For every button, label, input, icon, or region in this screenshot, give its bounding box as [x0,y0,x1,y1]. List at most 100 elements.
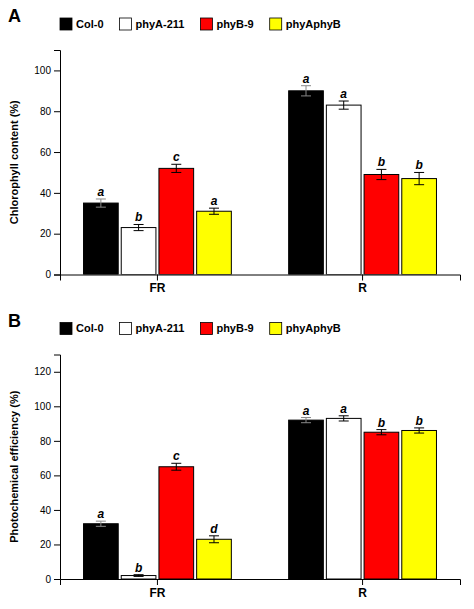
y-tick-mark [54,406,60,407]
significance-letter: a [340,402,347,416]
legend-swatch [200,323,212,335]
error-bar [339,101,349,109]
y-tick-label: 0 [45,269,51,280]
y-tick-mark [54,152,60,153]
x-tick-label: R [358,586,367,600]
y-tick: 0 [45,574,60,585]
significance-letter: c [173,150,180,164]
legend-label: phyB-9 [216,18,253,30]
error-bar [209,208,219,214]
plot-area: aabacbab020406080100FRRChlorophyll conte… [8,51,461,296]
error-bar [414,172,424,184]
y-axis-line [54,355,61,580]
error-bar [301,418,311,423]
marks [84,86,437,275]
y-tick-mark [54,475,60,476]
significance-letter: b [378,416,385,430]
bar [402,179,437,275]
x-tick-label: FR [149,281,165,295]
error-bar [96,521,106,526]
y-tick: 100 [34,401,60,412]
y-tick-mark [54,275,60,276]
legend-item: phyA-211 [120,18,185,30]
x-tick: R [358,579,367,600]
x-tick-mark [362,579,363,585]
legend-swatch [200,18,212,30]
y-tick: 120 [34,366,60,377]
chart: aabacbab020406080100FRRChlorophyll conte… [0,0,474,609]
legend-swatch [120,18,132,30]
error-bar [209,536,219,543]
y-tick-label: 100 [34,65,51,76]
panel: aabacbdb020406080100120FRRPhotochemical … [8,311,461,600]
y-tick-mark [54,372,60,373]
error-bar [171,463,181,470]
significance-letter: b [415,158,422,172]
legend-item: Col-0 [60,18,104,30]
legend-swatch [270,323,282,335]
legend-swatch [60,323,72,335]
y-tick: 60 [40,147,60,158]
y-axis: 020406080100120 [34,355,60,585]
x-tick-mark [157,275,158,281]
y-tick: 40 [40,188,60,199]
y-tick-mark [54,111,60,112]
bar [289,91,324,275]
legend-item: phyAphyB [270,18,341,30]
x-tick-mark [362,275,363,281]
legend-label: phyAphyB [286,18,341,30]
y-tick-label: 60 [40,470,52,481]
legend-label: Col-0 [76,18,104,30]
y-tick: 20 [40,539,60,550]
x-tick: FR [149,275,165,296]
bar [197,539,232,579]
x-axis-line [61,580,461,586]
error-bar [376,430,386,435]
bar [364,174,399,274]
y-axis-title: Photochemical efficiency (%) [8,390,20,543]
error-bar [171,164,181,172]
bar [121,228,156,275]
bar [326,105,361,274]
y-tick-label: 20 [40,228,52,239]
significance-letter: b [135,561,142,575]
bar [364,432,399,579]
bar [402,430,437,579]
significance-letter: a [98,185,105,199]
bar [121,576,156,579]
plot-area: aabacbdb020406080100120FRRPhotochemical … [8,355,461,600]
panel: aabacbab020406080100FRRChlorophyll conte… [8,6,461,295]
x-axis: FR R [61,275,461,296]
bar [84,524,119,579]
y-tick-label: 80 [40,106,52,117]
y-tick: 0 [45,269,60,280]
legend-swatch [270,18,282,30]
error-bar [301,86,311,96]
legend-label: phyA-211 [136,18,185,30]
legend-label: phyB-9 [216,322,253,334]
bar [326,418,361,579]
y-tick: 20 [40,228,60,239]
significance-letter: d [210,522,218,536]
significance-letter: b [135,210,142,224]
x-axis-line [61,275,461,281]
significance-letter: a [211,194,218,208]
y-axis: 0 20 40 60 80 100 [34,51,60,281]
y-tick-mark [54,510,60,511]
legend-label: Col-0 [76,322,104,334]
error-bar [376,169,386,179]
y-tick-mark [54,70,60,71]
legend-item: phyB-9 [200,322,253,334]
y-tick-label: 40 [40,188,52,199]
legend-label: phyAphyB [286,322,341,334]
x-tick: R [358,275,367,296]
y-tick-label: 0 [45,574,51,585]
legend-item: Col-0 [60,322,104,334]
annotations: aabacbab [98,72,423,225]
y-tick-mark [54,579,60,580]
legend-label: phyA-211 [136,322,185,334]
y-tick-mark [54,193,60,194]
panel-title: A [8,6,21,26]
y-tick: 40 [40,505,60,516]
significance-letter: c [173,449,180,463]
